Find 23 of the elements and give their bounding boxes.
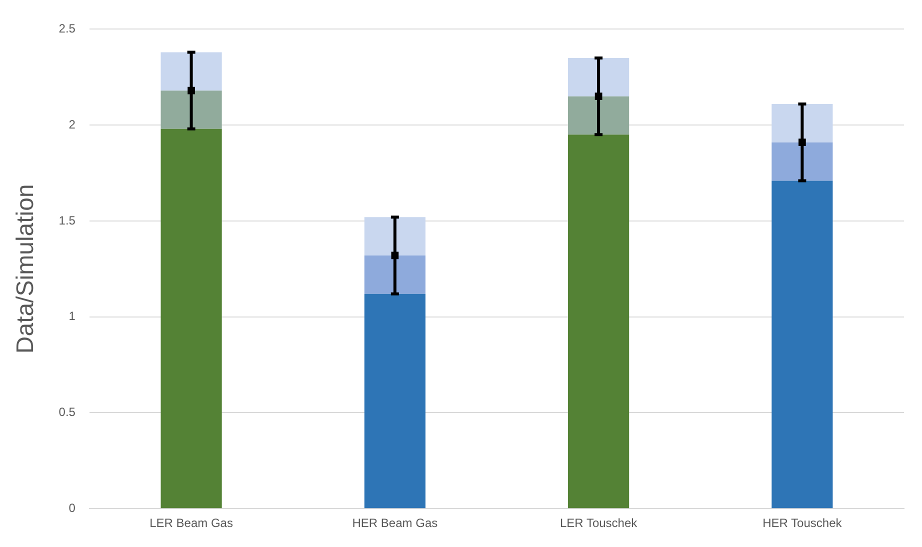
x-tick-label: HER Beam Gas: [352, 516, 438, 530]
x-tick-label: LER Beam Gas: [150, 516, 233, 530]
y-tick-label: 0.5: [58, 405, 76, 420]
y-tick-label: 2: [68, 117, 76, 132]
bar: [160, 52, 222, 91]
bar: [364, 294, 426, 508]
x-tick-label: HER Touschek: [762, 516, 843, 530]
bar: [364, 255, 426, 294]
bar: [772, 104, 833, 142]
y-tick-label: 1.5: [58, 213, 76, 228]
bar: [568, 134, 630, 508]
bar: [160, 90, 222, 129]
bar: [772, 142, 833, 181]
x-tick-label: LER Touschek: [560, 516, 638, 530]
y-tick-label: 0: [68, 500, 76, 515]
bar: [364, 217, 426, 256]
bar: [568, 58, 630, 96]
bar: [772, 180, 833, 508]
y-tick-label: 1: [68, 309, 76, 324]
y-axis-title: Data/Simulation: [12, 184, 40, 354]
y-tick-label: 2.5: [58, 22, 76, 36]
bar: [568, 96, 630, 135]
bar: [160, 128, 222, 508]
